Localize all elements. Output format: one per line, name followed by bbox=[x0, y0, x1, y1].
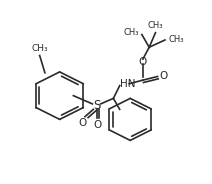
Text: CH₃: CH₃ bbox=[148, 21, 163, 30]
Text: O: O bbox=[93, 120, 102, 130]
Text: O: O bbox=[79, 118, 87, 128]
Text: CH₃: CH₃ bbox=[168, 35, 184, 44]
Text: HN: HN bbox=[120, 79, 135, 89]
Text: O: O bbox=[139, 57, 147, 67]
Text: S: S bbox=[93, 99, 100, 112]
Text: CH₃: CH₃ bbox=[123, 28, 139, 37]
Text: O: O bbox=[160, 71, 168, 81]
Text: CH₃: CH₃ bbox=[31, 44, 48, 53]
